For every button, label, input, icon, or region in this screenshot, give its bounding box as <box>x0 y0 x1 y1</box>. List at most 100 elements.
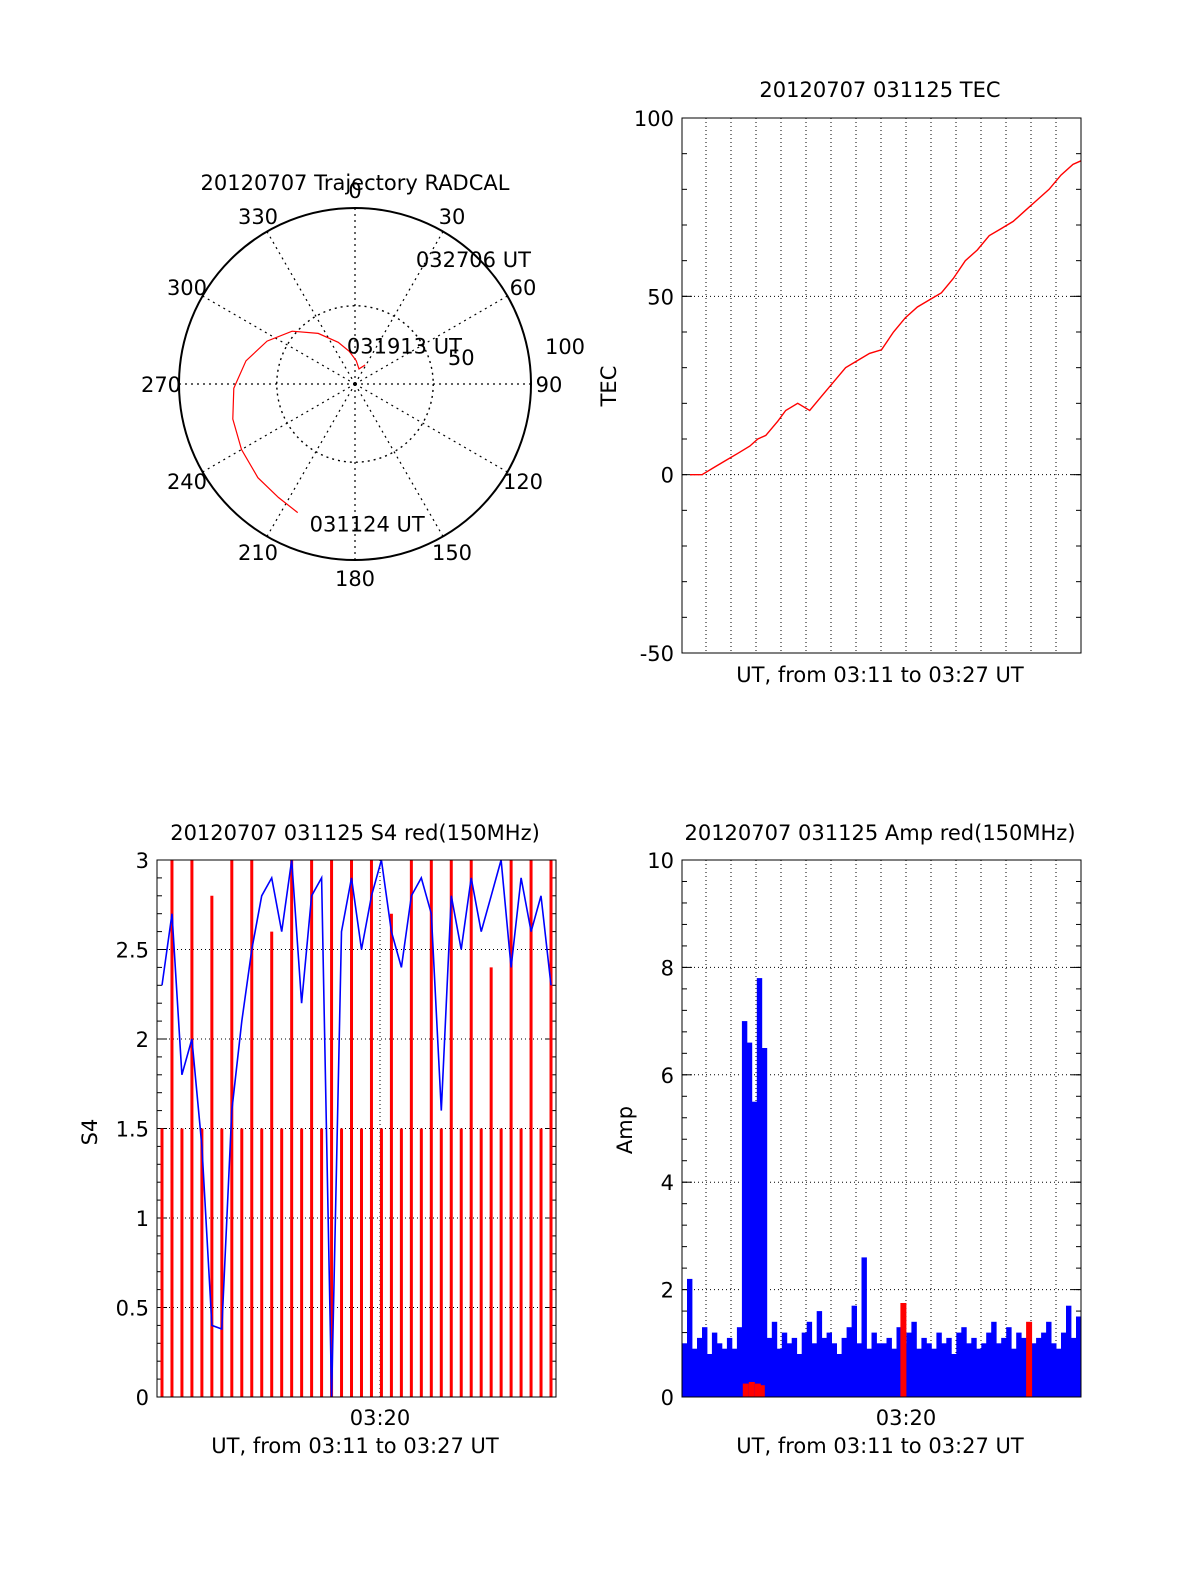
s4-ytick-label: 3 <box>136 849 149 873</box>
polar-azimuth-label: 300 <box>167 276 207 300</box>
amp-blue-bar <box>731 1348 738 1397</box>
amp-blue-bar <box>1056 1348 1062 1397</box>
amp-red-spike <box>1026 1321 1033 1397</box>
amp-blue-bar <box>801 1332 808 1397</box>
amp-blue-bar <box>1021 1337 1027 1397</box>
amp-red-spike <box>900 1303 907 1397</box>
amp-ytick-label: 10 <box>647 849 674 873</box>
amp-blue-bar <box>776 1348 783 1397</box>
amp-blue-bar <box>716 1343 723 1397</box>
tec-title: 20120707 031125 TEC <box>759 78 1000 102</box>
tec-ytick-label: -50 <box>640 642 674 666</box>
polar-radial-labels: 50 100 <box>448 335 585 370</box>
polar-azimuth-label: 330 <box>238 205 278 229</box>
amp-blue-bar <box>926 1343 932 1397</box>
amp-blue-bar <box>846 1327 852 1397</box>
amp-blue-bar <box>936 1332 942 1397</box>
polar-radial-label: 100 <box>545 335 585 359</box>
amp-blue-bar <box>682 1343 688 1397</box>
amp-blue-bar <box>1066 1305 1072 1397</box>
amp-blue-bar <box>951 1354 957 1397</box>
tec-ytick-label: 100 <box>634 107 674 131</box>
amp-blue-bar <box>796 1354 803 1397</box>
amp-title: 20120707 031125 Amp red(150MHz) <box>684 821 1075 845</box>
amp-blue-bar <box>771 1321 778 1397</box>
polar-azimuth-label: 240 <box>167 470 207 494</box>
s4-ytick-label: 1.5 <box>116 1118 149 1142</box>
amp-blue-bar <box>941 1343 947 1397</box>
amp-blue-bar <box>1016 1332 1022 1397</box>
amp-blue-bar <box>826 1332 832 1397</box>
amp-blue-bar <box>1031 1343 1037 1397</box>
trajectory-polar-panel: 20120707 Trajectory RADCAL 0 30 60 90 120 150… <box>141 171 585 591</box>
s4-ytick-label: 2.5 <box>116 939 149 963</box>
amp-red-spike <box>748 1382 755 1397</box>
amp-blue-bar <box>1041 1332 1047 1397</box>
amp-xtick: 03:20 <box>876 1406 937 1430</box>
trajectory-time-label: 031913 UT <box>347 335 462 359</box>
amp-blue-bar <box>821 1337 827 1397</box>
amp-blue-bar <box>1006 1327 1012 1397</box>
polar-azimuth-label: 180 <box>335 567 375 591</box>
polar-azimuth-label: 30 <box>439 205 466 229</box>
amp-blue-bar <box>886 1337 892 1397</box>
tec-panel: 20120707 031125 TEC -50 0 50 100 TEC UT, fr… <box>597 78 1082 687</box>
amp-blue-bar <box>871 1332 877 1397</box>
amp-blue-bar <box>956 1332 962 1397</box>
tec-ytick-label: 50 <box>647 285 674 309</box>
amp-blue-bar <box>1046 1321 1052 1397</box>
s4-y-ticks: 0 0.5 1 1.5 2 2.5 3 <box>116 849 149 1410</box>
amp-blue-bar <box>911 1321 917 1397</box>
amp-blue-bar <box>1011 1348 1017 1397</box>
amp-blue-bar <box>736 1327 743 1397</box>
amp-blue-bar <box>756 978 763 1397</box>
amp-blue-bar <box>841 1337 847 1397</box>
amp-blue-bar <box>861 1257 867 1397</box>
amp-blue-bar <box>836 1354 842 1397</box>
amp-blue-bar <box>721 1348 728 1397</box>
amp-blue-bar <box>741 1021 748 1397</box>
amp-blue-bar <box>891 1348 897 1397</box>
polar-azimuth-label: 90 <box>536 373 563 397</box>
amp-blue-bar <box>766 1337 773 1397</box>
amp-blue-bar <box>996 1343 1002 1397</box>
amp-y-ticks: 0 2 4 6 8 10 <box>647 849 674 1410</box>
s4-ytick-label: 0.5 <box>116 1297 149 1321</box>
tec-series-line <box>690 160 1082 476</box>
tec-ytick-label: 0 <box>661 464 674 488</box>
amp-red-spike <box>754 1383 761 1397</box>
amp-blue-bar <box>966 1343 972 1397</box>
amp-blue-bar <box>991 1321 997 1397</box>
amp-ytick-label: 4 <box>661 1171 674 1195</box>
amp-red-spike <box>742 1383 749 1397</box>
polar-azimuth-label: 60 <box>510 276 537 300</box>
amp-blue-bar <box>921 1337 927 1397</box>
polar-azimuth-label: 120 <box>503 470 543 494</box>
amp-blue-bar <box>866 1348 872 1397</box>
amp-blue-bar <box>961 1327 967 1397</box>
amp-blue-bar <box>1071 1337 1077 1397</box>
s4-ytick-label: 2 <box>136 1028 149 1052</box>
amp-ytick-label: 6 <box>661 1064 674 1088</box>
amp-blue-bar <box>1036 1337 1042 1397</box>
polar-grid <box>178 207 532 561</box>
amp-red-spike <box>758 1385 765 1397</box>
s4-title: 20120707 031125 S4 red(150MHz) <box>170 821 540 845</box>
polar-spoke <box>266 231 356 385</box>
tec-y-ticks: -50 0 50 100 <box>634 107 674 666</box>
trajectory-path <box>232 330 366 514</box>
amp-blue-bar <box>856 1343 862 1397</box>
s4-plot-frame <box>156 859 557 1398</box>
amp-ytick-label: 2 <box>661 1279 674 1303</box>
amp-blue-bar <box>916 1348 922 1397</box>
amp-blue-bar <box>806 1321 813 1397</box>
trajectory-annotations: 032706 UT 031913 UT 031124 UT <box>310 248 531 536</box>
amp-blue-bar <box>831 1343 837 1397</box>
amp-grid <box>682 859 1081 1398</box>
tec-ylabel: TEC <box>597 366 621 408</box>
amp-blue-bar <box>692 1348 698 1397</box>
amp-blue-bar <box>816 1311 823 1397</box>
amp-ylabel: Amp <box>613 1106 637 1154</box>
amp-blue-bar <box>751 1101 758 1397</box>
